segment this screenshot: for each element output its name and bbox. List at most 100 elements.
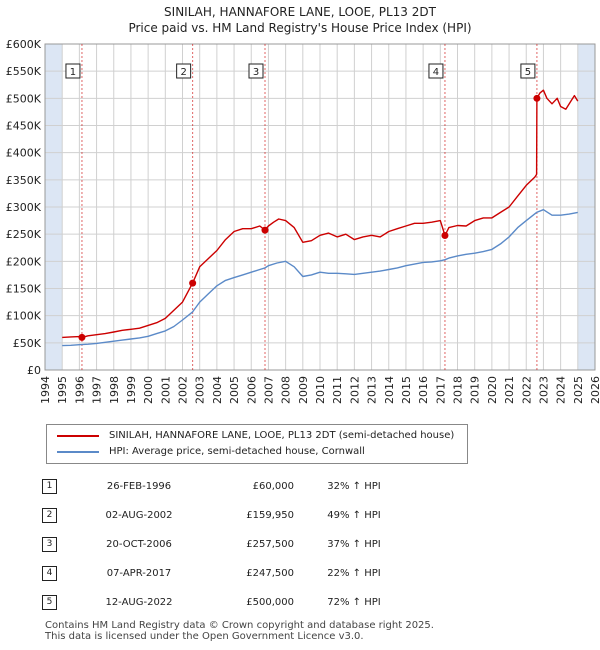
x-tick-label: 2015 (400, 376, 413, 404)
sale-number: 4 (42, 566, 57, 581)
footer-licence: This data is licensed under the Open Gov… (45, 631, 364, 642)
sale-hpi-change: 37% ↑ HPI (327, 539, 381, 550)
sale-hpi-change: 32% ↑ HPI (327, 481, 381, 492)
sale-hpi-change-cell: 22% ↑ HPI (294, 559, 414, 588)
x-tick-label: 2021 (503, 376, 516, 404)
legend-item-hpi: HPI: Average price, semi-detached house,… (57, 446, 365, 457)
table-row: 5 12-AUG-2022 £500,000 72% ↑ HPI (42, 588, 414, 617)
footer: Contains HM Land Registry data © Crown c… (45, 620, 434, 642)
y-tick-label: £450K (6, 120, 42, 133)
x-tick-label: 2014 (383, 376, 396, 404)
x-tick-label: 2008 (280, 376, 293, 404)
y-tick-label: £0 (27, 364, 41, 377)
sale-price: £500,000 (246, 597, 294, 608)
x-tick-label: 2011 (331, 376, 344, 404)
x-tick-label: 2022 (520, 376, 533, 404)
x-tick-label: 2000 (142, 376, 155, 404)
sale-label-box (428, 63, 444, 79)
x-tick-label: 2010 (314, 376, 327, 404)
x-tick-label: 2001 (159, 376, 172, 404)
x-tick-label: 2024 (555, 376, 568, 404)
sale-label-box (248, 63, 264, 79)
sale-point (189, 279, 197, 287)
x-tick-label: 2004 (211, 376, 224, 404)
x-tick-label: 2025 (572, 376, 585, 404)
sale-price: £257,500 (246, 539, 294, 550)
x-tick-label: 2026 (589, 376, 600, 404)
sale-hpi-change-cell: 49% ↑ HPI (294, 501, 414, 530)
sale-date: 12-AUG-2022 (105, 597, 173, 608)
legend: SINILAH, HANNAFORE LANE, LOOE, PL13 2DT … (46, 424, 468, 464)
y-tick-label: £250K (6, 228, 42, 241)
x-tick-label: 2018 (452, 376, 465, 404)
x-tick-label: 1994 (39, 376, 52, 404)
sale-date-cell: 20-OCT-2006 (84, 530, 194, 559)
x-tick-label: 2013 (366, 376, 379, 404)
x-tick-label: 2023 (537, 376, 550, 404)
sale-date-cell: 02-AUG-2002 (84, 501, 194, 530)
sale-label: 2 (180, 67, 186, 78)
x-tick-label: 2017 (434, 376, 447, 404)
x-tick-label: 1999 (125, 376, 138, 404)
sale-point (441, 232, 449, 240)
x-tick-label: 2007 (262, 376, 275, 404)
x-tick-label: 1995 (56, 376, 69, 404)
sale-label: 4 (433, 67, 439, 78)
sale-date-cell: 07-APR-2017 (84, 559, 194, 588)
x-tick-label: 2016 (417, 376, 430, 404)
table-row: 1 26-FEB-1996 £60,000 32% ↑ HPI (42, 472, 414, 501)
y-tick-label: £400K (6, 147, 42, 160)
sale-date: 07-APR-2017 (106, 568, 172, 579)
sales-table: 1 26-FEB-1996 £60,000 32% ↑ HPI 2 02-AUG-2002… (42, 472, 414, 617)
x-tick-label: 2003 (194, 376, 207, 404)
sale-price-cell: £500,000 (194, 588, 294, 617)
legend-label-property: SINILAH, HANNAFORE LANE, LOOE, PL13 2DT … (109, 430, 455, 441)
y-tick-label: £500K (6, 92, 42, 105)
sale-number: 5 (42, 595, 57, 610)
legend-swatch-hpi (57, 450, 99, 453)
sale-price: £247,500 (246, 568, 294, 579)
legend-label-hpi: HPI: Average price, semi-detached house,… (109, 446, 365, 457)
sale-date: 02-AUG-2002 (105, 510, 173, 521)
sale-label: 1 (70, 67, 76, 78)
price-chart: £0 £50K £100K £150K £200K £250K £300K £350K £400… (6, 38, 600, 404)
sale-date: 20-OCT-2006 (106, 539, 172, 550)
sale-price-cell: £159,950 (194, 501, 294, 530)
legend-swatch-property (57, 434, 99, 437)
sale-hpi-change-cell: 37% ↑ HPI (294, 530, 414, 559)
y-tick-label: £100K (6, 310, 42, 323)
x-tick-label: 2012 (348, 376, 361, 404)
hpi-line (62, 208, 578, 347)
sale-price: £159,950 (246, 510, 294, 521)
y-tick-label: £200K (6, 255, 42, 268)
sale-number: 2 (42, 508, 57, 523)
sale-number: 1 (42, 479, 57, 494)
x-tick-label: 1997 (91, 376, 104, 404)
sale-hpi-change: 49% ↑ HPI (327, 510, 381, 521)
sale-price-cell: £257,500 (194, 530, 294, 559)
y-tick-label: £300K (6, 201, 42, 214)
x-tick-label: 1996 (73, 376, 86, 404)
sale-price-cell: £247,500 (194, 559, 294, 588)
sale-number-cell: 4 (42, 559, 84, 588)
x-tick-label: 2002 (177, 376, 190, 404)
sale-point (78, 333, 86, 341)
y-tick-label: £550K (6, 65, 42, 78)
sale-price-cell: £60,000 (194, 472, 294, 501)
sale-price: £60,000 (252, 481, 294, 492)
x-tick-label: 2020 (486, 376, 499, 404)
footer-copyright: Contains HM Land Registry data © Crown c… (45, 620, 434, 631)
sale-hpi-change: 72% ↑ HPI (327, 597, 381, 608)
x-tick-label: 2005 (228, 376, 241, 404)
sale-date-cell: 26-FEB-1996 (84, 472, 194, 501)
sale-hpi-change-cell: 32% ↑ HPI (294, 472, 414, 501)
sale-number-cell: 1 (42, 472, 84, 501)
sale-number-cell: 2 (42, 501, 84, 530)
x-tick-label: 2006 (245, 376, 258, 404)
property-price-line (62, 89, 579, 339)
sale-hpi-change: 22% ↑ HPI (327, 568, 381, 579)
y-tick-label: £150K (6, 283, 42, 296)
plot-frame (44, 43, 596, 371)
x-tick-label: 1998 (108, 376, 121, 404)
